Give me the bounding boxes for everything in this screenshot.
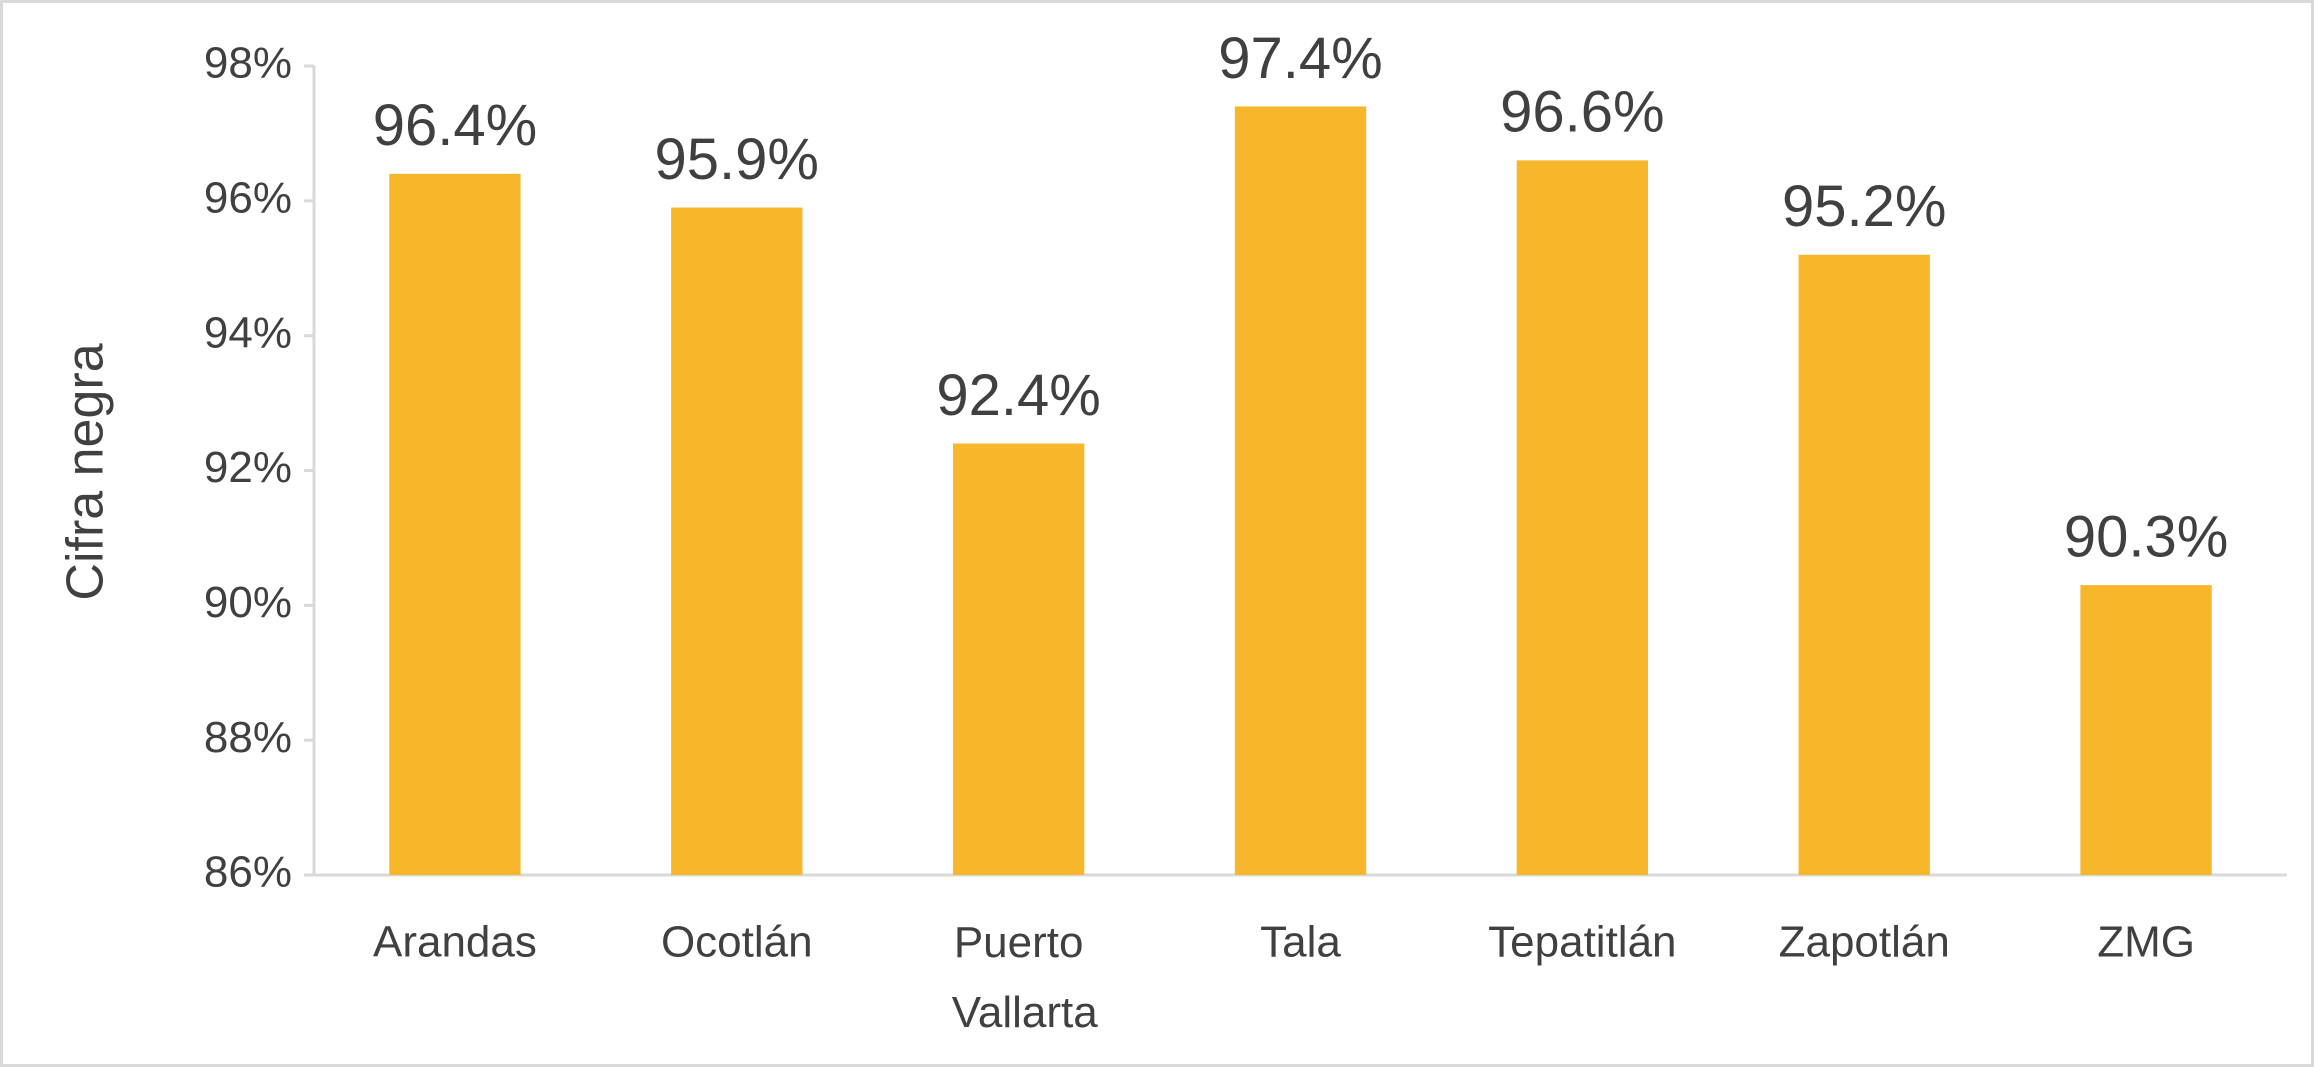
y-tick-label: 92% (204, 443, 292, 492)
x-tick-label: Arandas (373, 918, 537, 967)
data-label: 96.4% (373, 93, 537, 158)
data-label: 95.2% (1782, 174, 1946, 239)
bar (952, 443, 1085, 875)
x-tick-label: Ocotlán (661, 918, 813, 967)
y-tick-label: 86% (204, 848, 292, 897)
bar (671, 207, 803, 875)
data-label: 96.6% (1500, 80, 1664, 145)
y-axis-title: Cifra negra (57, 343, 115, 600)
y-tick-label: 94% (204, 308, 292, 357)
data-label: 97.4% (1218, 26, 1382, 91)
y-tick-label: 98% (204, 39, 292, 88)
bar (2080, 585, 2212, 875)
bar (1798, 254, 1930, 875)
y-tick-label: 96% (204, 173, 292, 222)
data-label: 92.4% (936, 363, 1100, 428)
x-tick-label: Tala (1260, 918, 1341, 967)
x-tick-label: Zapotlán (1779, 918, 1950, 967)
bar (389, 173, 521, 875)
y-tick-label: 88% (204, 713, 292, 762)
y-tick-label: 90% (204, 578, 292, 627)
data-label: 95.9% (655, 127, 819, 192)
data-label: 90.3% (2064, 504, 2228, 569)
bar (1234, 106, 1367, 875)
x-tick-label: Puerto Vallarta (940, 918, 1099, 1037)
x-tick-label: Tepatitlán (1488, 918, 1676, 967)
bar (1516, 160, 1649, 876)
x-tick-label: ZMG (2097, 918, 2195, 967)
